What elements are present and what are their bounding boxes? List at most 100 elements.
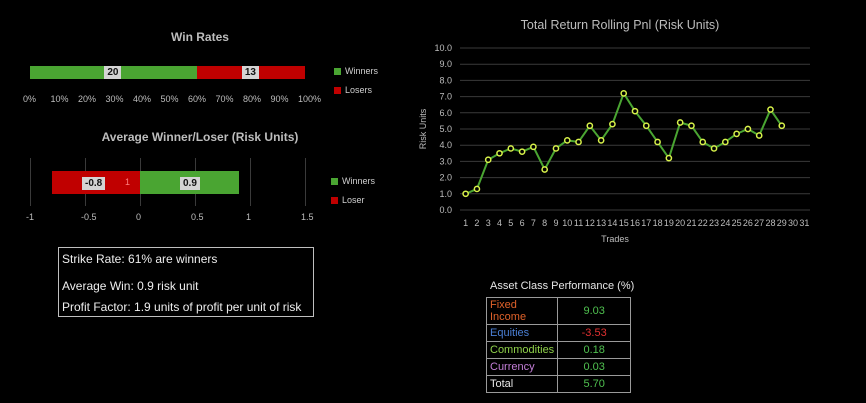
asset-name: Equities <box>485 324 559 342</box>
win-rates-tick-label: 20% <box>78 94 97 104</box>
pnl-data-point <box>507 145 515 152</box>
x-tick-label: 6 <box>520 218 525 228</box>
pnl-data-point <box>530 143 537 151</box>
x-tick-label: 2 <box>474 218 479 228</box>
y-tick-label: 6.0 <box>439 108 452 118</box>
legend-avg-loser-label: Loser <box>342 195 365 205</box>
win-rates-tick-label: 80% <box>243 94 262 104</box>
win-rates-tick-label: 70% <box>215 94 234 104</box>
win-rates-tick-label: 90% <box>270 94 289 104</box>
y-tick-label: 7.0 <box>439 92 452 102</box>
stats-box: Strike Rate: 61% are winners Average Win… <box>58 247 314 317</box>
asset-value: -3.53 <box>557 324 632 342</box>
winner-value-label: 0.9 <box>180 177 200 190</box>
pnl-data-point <box>688 122 695 130</box>
pnl-data-point <box>597 136 605 144</box>
y-tick-label: 2.0 <box>439 173 452 183</box>
asset-value: 5.70 <box>557 375 632 393</box>
legend-winners: Winners <box>334 66 378 76</box>
x-tick-label: 21 <box>686 218 696 228</box>
pnl-data-point <box>473 185 481 193</box>
pnl-data-point <box>518 148 526 156</box>
win-rates-bar: 20 13 <box>30 66 305 79</box>
win-rates-tick-label: 30% <box>105 94 124 104</box>
winners-count-label: 20 <box>104 66 122 79</box>
pnl-data-point <box>654 138 661 146</box>
asset-performance-title: Asset Class Performance (%) <box>490 280 635 292</box>
losers-swatch <box>334 86 341 94</box>
pnl-data-point <box>744 125 752 133</box>
pnl-data-point <box>541 166 549 173</box>
y-tick-label: 4.0 <box>439 140 452 150</box>
average-win-text: Average Win: 0.9 risk unit <box>62 279 199 293</box>
win-rates-title: Win Rates <box>171 30 229 44</box>
losers-count-label: 13 <box>241 66 259 79</box>
y-axis-label: Risk Units <box>418 108 428 149</box>
pnl-data-point <box>733 130 740 138</box>
asset-performance-table: Fixed Income 9.03 Equities -3.53 Commodities… <box>485 297 632 393</box>
avg-tick-label: 1.5 <box>301 212 314 222</box>
y-tick-label: 8.0 <box>439 75 452 85</box>
legend-winners-label: Winners <box>345 66 379 76</box>
x-tick-label: 31 <box>799 218 809 228</box>
pnl-data-point <box>575 138 582 146</box>
asset-row: Commodities 0.18 <box>485 341 632 359</box>
avg-tick-label: 0 <box>136 212 142 222</box>
avg-tick-label: 1 <box>246 212 252 222</box>
asset-name: Fixed Income <box>485 297 559 325</box>
strike-rate-text: Strike Rate: 61% are winners <box>62 252 218 266</box>
asset-name: Commodities <box>485 341 559 359</box>
pnl-data-point <box>699 138 707 146</box>
asset-row: Total 5.70 <box>485 375 632 393</box>
profit-factor-text: Profit Factor: 1.9 units of profit per u… <box>62 300 302 314</box>
win-rates-tick-label: 60% <box>188 94 207 104</box>
winners-swatch <box>334 67 341 75</box>
x-tick-label: 5 <box>508 218 513 228</box>
y-tick-label: 1.0 <box>439 189 452 199</box>
pnl-data-point <box>721 138 729 146</box>
asset-row: Equities -3.53 <box>485 324 632 342</box>
legend-avg-winners: Winners <box>331 176 375 186</box>
pnl-data-point <box>563 136 571 144</box>
win-rates-tick-label: 40% <box>133 94 152 104</box>
pnl-data-point <box>755 132 763 139</box>
y-tick-label: 5.0 <box>439 124 452 134</box>
x-tick-label: 22 <box>698 218 708 228</box>
x-tick-label: 14 <box>607 218 617 228</box>
x-tick-label: 20 <box>675 218 685 228</box>
x-tick-label: 13 <box>596 218 606 228</box>
x-tick-label: 4 <box>497 218 502 228</box>
pnl-data-point <box>484 156 492 164</box>
x-tick-label: 29 <box>777 218 787 228</box>
x-tick-label: 10 <box>562 218 572 228</box>
pnl-data-point <box>609 120 616 128</box>
y-tick-label: 0.0 <box>439 205 452 215</box>
x-tick-label: 11 <box>574 218 583 228</box>
pnl-data-point <box>676 119 684 126</box>
x-tick-label: 26 <box>743 218 753 228</box>
rolling-pnl-title: Total Return Rolling Pnl (Risk Units) <box>520 18 720 32</box>
x-tick-label: 19 <box>664 218 674 228</box>
avg-gridline <box>250 158 251 206</box>
avg-winners-swatch <box>331 177 338 185</box>
x-tick-label: 23 <box>709 218 719 228</box>
asset-name: Currency <box>485 358 559 376</box>
x-tick-label: 7 <box>531 218 536 228</box>
legend-losers-label: Losers <box>345 85 373 95</box>
legend-avg-loser: Loser <box>331 195 365 205</box>
pnl-data-point <box>586 122 594 130</box>
x-tick-label: 30 <box>788 218 798 228</box>
win-rates-tick-label: 0% <box>23 94 37 104</box>
legend-avg-winners-label: Winners <box>342 176 376 186</box>
rolling-pnl-chart: 0.01.02.03.04.05.06.07.08.09.010.01 2 3 4 5 6… <box>418 43 810 244</box>
pnl-data-point <box>462 190 469 198</box>
x-tick-label: 17 <box>641 218 651 228</box>
avg-gridline <box>30 158 31 206</box>
y-tick-label: 9.0 <box>439 59 452 69</box>
pnl-data-point <box>642 122 650 130</box>
avg-win-loss-plot: -0.8 1 0.9 <box>30 158 306 206</box>
x-tick-label: 24 <box>720 218 730 228</box>
asset-value: 9.03 <box>557 297 632 325</box>
loser-inner-label: 1 <box>125 177 131 187</box>
x-tick-label: 25 <box>732 218 742 228</box>
